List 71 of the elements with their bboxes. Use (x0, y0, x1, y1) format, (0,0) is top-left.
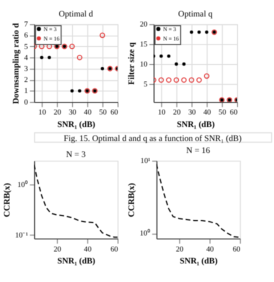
chart-title: Optimal q (178, 8, 214, 19)
y-axis-title: Downsampling ratio d (10, 22, 20, 104)
y-tick-label: 10⁻¹ (15, 230, 28, 240)
line-series (156, 163, 240, 238)
point (158, 77, 164, 83)
point (78, 89, 82, 92)
x-tick-label: 60 (110, 244, 118, 254)
x-tick-label: 20 (173, 108, 181, 117)
y-tick-label: 6 (24, 30, 28, 40)
point (188, 77, 194, 83)
chart-title: N = 16 (186, 145, 210, 156)
x-axis-title: SNR₁ (dB) (57, 256, 96, 266)
caption: Fig. 15. Optimal d and q as a function of SNR₁ (dB) (64, 132, 242, 143)
x-tick-label: 30 (188, 108, 196, 117)
y-tick-label: 5 (144, 79, 148, 88)
y-tick-label: 0 (24, 97, 28, 106)
x-tick-label: 60 (230, 108, 238, 117)
y-tick-label: 20 (140, 20, 148, 29)
x-tick-label: 60 (110, 108, 118, 117)
point (174, 62, 178, 66)
point (182, 62, 186, 66)
point (196, 77, 202, 83)
x-tick-label: 10 (38, 108, 46, 117)
point (100, 66, 104, 70)
y-tick-label: 1 (24, 86, 28, 96)
point (204, 73, 210, 79)
y-tick-label: 4 (24, 52, 28, 62)
point (100, 32, 106, 38)
x-tick-label: 20 (54, 244, 62, 254)
y-tick-label: 2 (24, 75, 28, 84)
y-tick-label: 10 (140, 59, 148, 68)
x-tick-label: 40 (203, 108, 212, 117)
x-tick-label: 50 (99, 108, 107, 117)
x-tick-label: 30 (68, 108, 77, 117)
point (48, 56, 51, 60)
x-axis-title: SNR₁ (dB) (180, 256, 218, 266)
point (190, 30, 194, 34)
y-tick-label: 10¹ (140, 156, 150, 166)
y-tick-label: 10⁰ (140, 228, 150, 238)
y-tick-label: 5 (24, 42, 28, 51)
x-tick-label: 60 (232, 244, 241, 254)
x-axis-title: SNR₁ (dB) (176, 119, 215, 130)
point (40, 56, 44, 60)
line-series (34, 164, 118, 238)
y-axis-title: CCRB(x) (2, 182, 12, 218)
point (205, 30, 208, 34)
x-tick-label: 20 (176, 244, 184, 254)
y-tick-label: 15 (140, 40, 148, 49)
point (69, 44, 75, 50)
chart-title: N = 3 (66, 148, 86, 159)
point (197, 30, 201, 34)
point (174, 77, 180, 83)
y-tick-label: 3 (24, 64, 28, 73)
y-axis-title: CCRB(x) (126, 182, 136, 218)
x-tick-label: 10 (158, 108, 166, 117)
x-tick-label: 20 (54, 108, 62, 117)
point (167, 54, 170, 58)
point (181, 77, 187, 83)
y-tick-label: 7 (24, 20, 28, 29)
x-tick-label: 40 (206, 244, 214, 254)
point (166, 77, 172, 83)
y-tick-label: 10⁰ (17, 180, 28, 190)
chart-title: Optimal d (58, 8, 94, 19)
point (76, 54, 82, 60)
x-tick-label: 40 (84, 108, 92, 117)
y-axis-title: Filter size q (126, 42, 136, 85)
x-tick-label: 50 (218, 108, 226, 117)
x-axis-title: SNR₁ (dB) (57, 119, 96, 130)
x-tick-label: 40 (84, 244, 92, 254)
point (160, 54, 163, 58)
point (70, 89, 74, 92)
